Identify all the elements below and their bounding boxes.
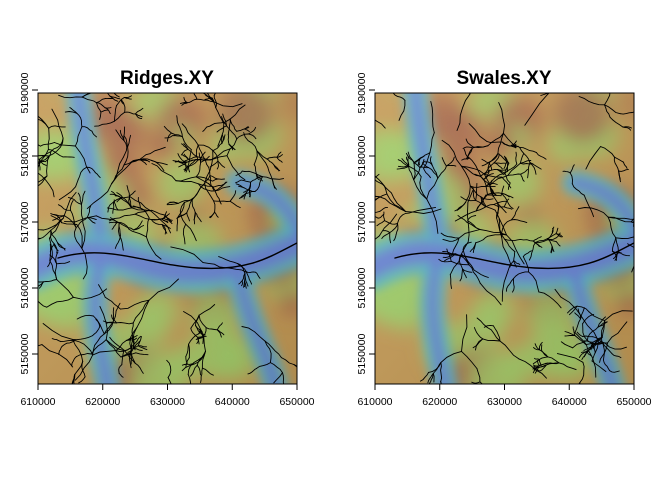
x-tick-label: 630000 [487,396,522,408]
x-axis: 610000 620000 630000 640000 650000 [357,383,652,408]
terrain-raster [375,93,634,384]
x-tick-label: 610000 [357,396,392,408]
y-tick-label: 5170000 [356,201,368,242]
x-tick-label: 640000 [215,396,250,408]
x-tick-label: 620000 [85,396,120,408]
x-tick-label: 630000 [150,396,185,408]
terrain-map [38,93,297,384]
x-axis: 610000 620000 630000 640000 650000 [20,383,315,408]
ridge-lines [38,93,297,384]
x-tick-label: 610000 [20,396,55,408]
y-tick-label: 5190000 [19,72,31,113]
panel-swales: Swales.XY 610000 620000 630000 640000 65… [356,68,652,408]
panel-ridges: Ridges.XY 610000 620000 630000 640000 65… [19,68,315,408]
y-axis: 5150000 5160000 5170000 5180000 5190000 [19,72,39,384]
x-tick-label: 650000 [616,396,651,408]
y-tick-label: 5180000 [19,135,31,176]
x-tick-label: 650000 [279,396,314,408]
y-tick-label: 5190000 [356,72,368,113]
y-axis: 5150000 5160000 5170000 5180000 5190000 [356,72,376,384]
y-tick-label: 5180000 [356,135,368,176]
x-tick-label: 640000 [552,396,587,408]
swale-lines [375,93,634,384]
panel-title: Ridges.XY [120,68,214,89]
y-tick-label: 5160000 [356,267,368,308]
terrain-raster [38,93,297,384]
terrain-map [375,93,634,384]
panel-title: Swales.XY [456,68,551,89]
y-tick-label: 5170000 [19,201,31,242]
y-tick-label: 5150000 [356,333,368,374]
y-tick-label: 5160000 [19,267,31,308]
x-tick-label: 620000 [422,396,457,408]
y-tick-label: 5150000 [19,333,31,374]
